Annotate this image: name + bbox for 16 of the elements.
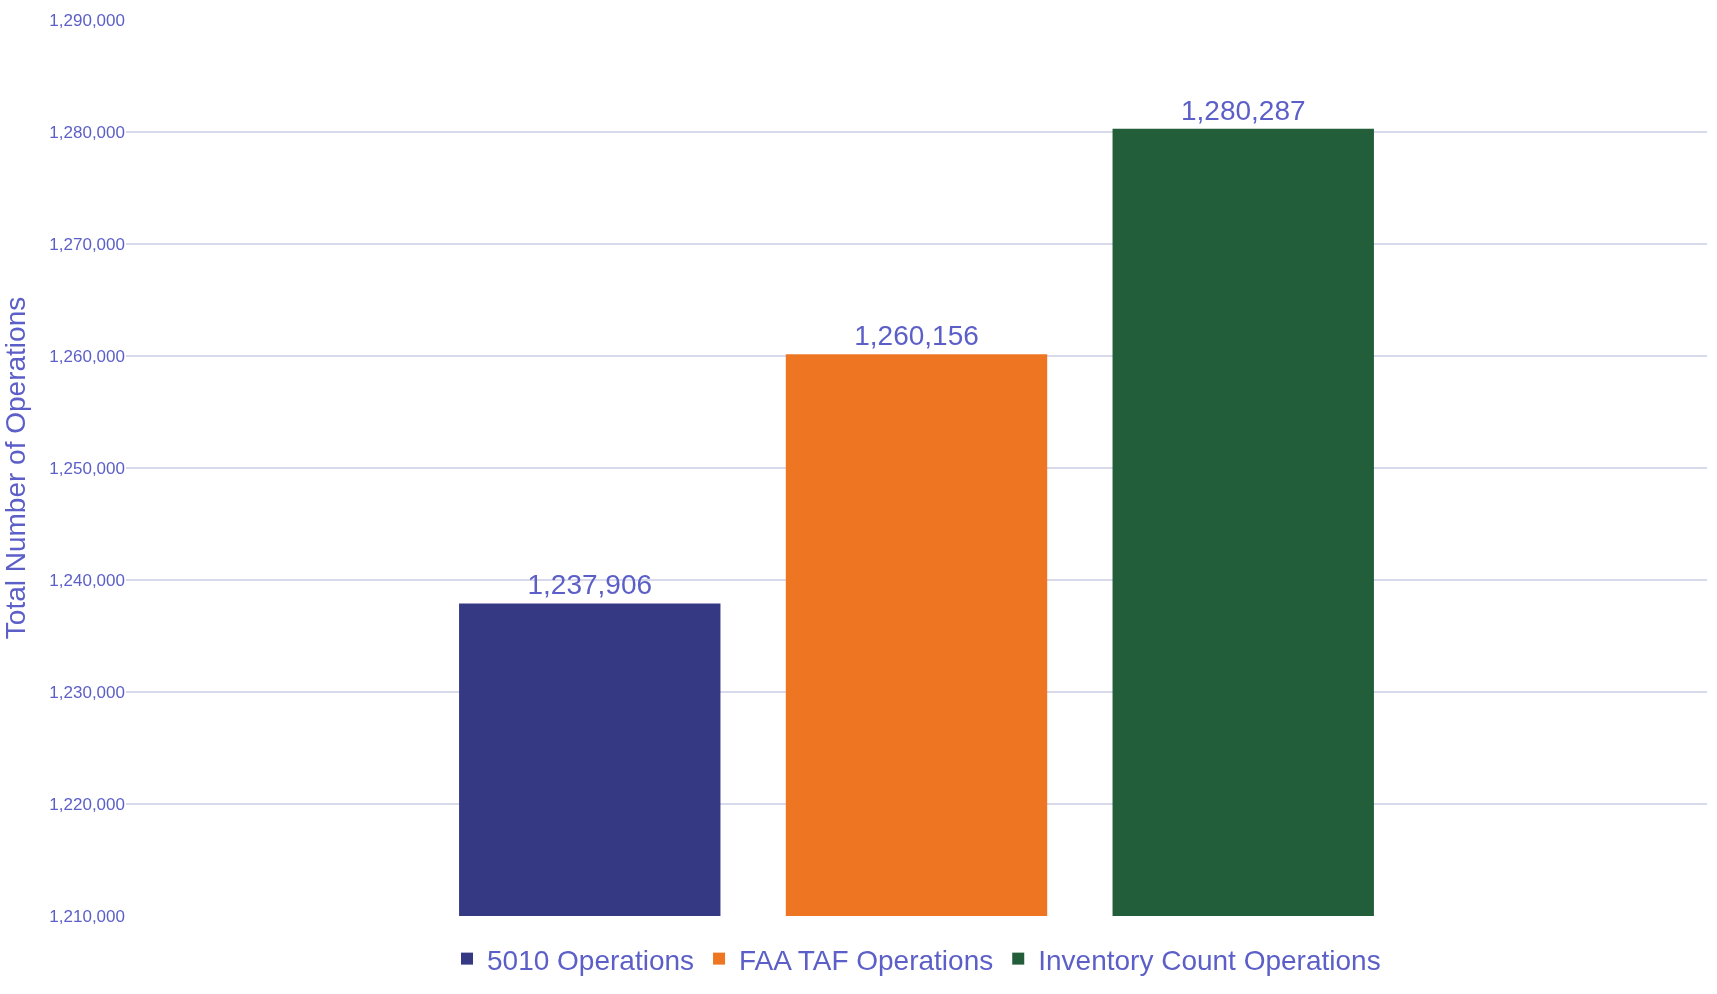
y-tick-label: 1,280,000 [49,122,125,142]
legend-label: 5010 Operations [487,944,695,976]
y-tick-label: 1,260,000 [49,346,125,366]
y-tick-label: 1,220,000 [49,794,125,814]
y-tick-label: 1,270,000 [49,234,125,254]
legend-label: Inventory Count Operations [1038,944,1381,976]
data-label: 1,237,906 [527,569,653,601]
data-label: 1,260,156 [854,320,979,352]
data-label: 1,280,287 [1180,94,1306,126]
legend-label: FAA TAF Operations [739,944,994,976]
y-tick-label: 1,290,000 [49,10,125,30]
y-tick-label: 1,240,000 [49,570,125,590]
y-tick-label: 1,230,000 [49,682,125,702]
y-tick-label: 1,250,000 [49,458,125,478]
y-axis-title: Total Number of Operations [0,296,31,640]
y-tick-label: 1,210,000 [49,906,125,926]
